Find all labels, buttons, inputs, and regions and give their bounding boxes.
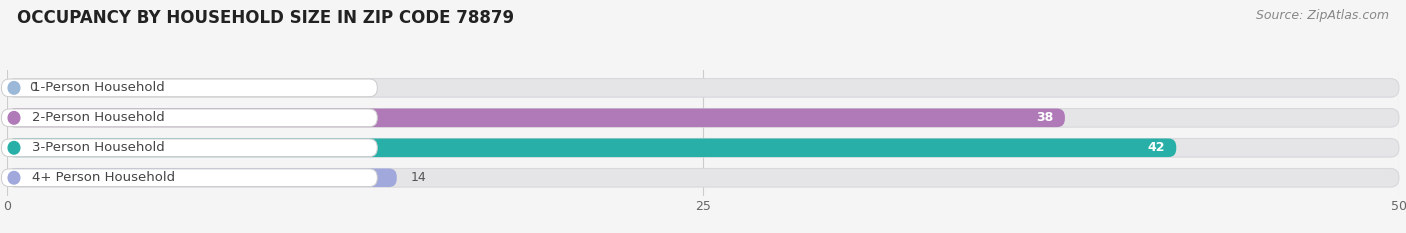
Circle shape xyxy=(8,171,20,184)
FancyBboxPatch shape xyxy=(7,79,1399,97)
Text: 3-Person Household: 3-Person Household xyxy=(32,141,165,154)
FancyBboxPatch shape xyxy=(1,109,377,127)
FancyBboxPatch shape xyxy=(7,168,396,187)
FancyBboxPatch shape xyxy=(7,109,1399,127)
Circle shape xyxy=(8,82,20,94)
Circle shape xyxy=(8,112,20,124)
Text: Source: ZipAtlas.com: Source: ZipAtlas.com xyxy=(1256,9,1389,22)
Text: 0: 0 xyxy=(30,81,38,94)
Text: 42: 42 xyxy=(1147,141,1166,154)
Text: 2-Person Household: 2-Person Household xyxy=(32,111,165,124)
Text: 4+ Person Household: 4+ Person Household xyxy=(32,171,176,184)
FancyBboxPatch shape xyxy=(1,169,377,187)
FancyBboxPatch shape xyxy=(7,168,1399,187)
Text: 1-Person Household: 1-Person Household xyxy=(32,81,165,94)
Text: 14: 14 xyxy=(411,171,426,184)
FancyBboxPatch shape xyxy=(7,109,1064,127)
FancyBboxPatch shape xyxy=(1,79,377,97)
FancyBboxPatch shape xyxy=(1,139,377,157)
FancyBboxPatch shape xyxy=(7,138,1177,157)
Text: 38: 38 xyxy=(1036,111,1053,124)
Text: OCCUPANCY BY HOUSEHOLD SIZE IN ZIP CODE 78879: OCCUPANCY BY HOUSEHOLD SIZE IN ZIP CODE … xyxy=(17,9,515,27)
FancyBboxPatch shape xyxy=(7,138,1399,157)
Circle shape xyxy=(8,141,20,154)
